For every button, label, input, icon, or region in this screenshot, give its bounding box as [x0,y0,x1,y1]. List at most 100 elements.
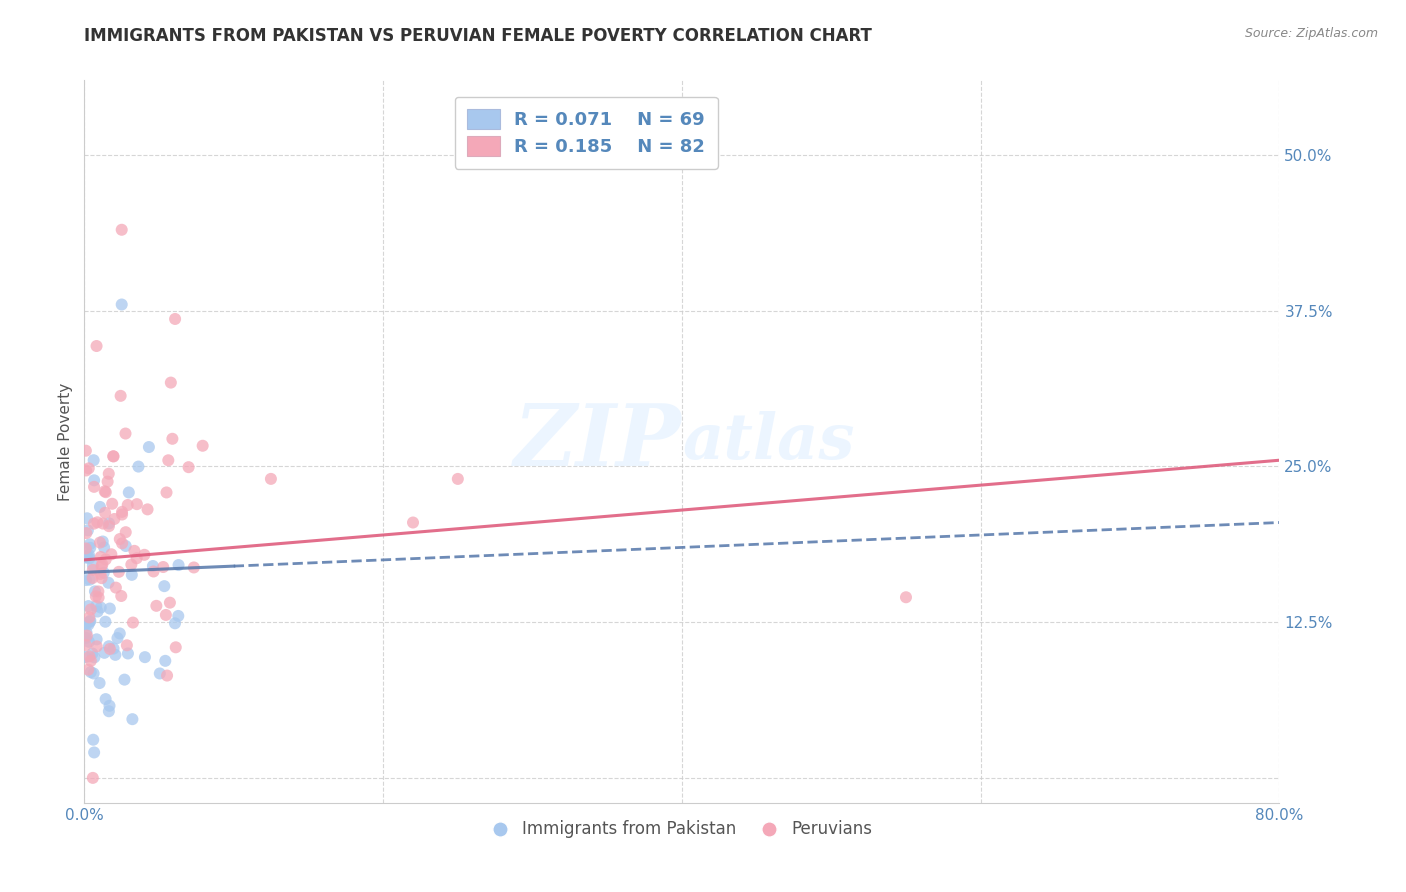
Point [94,485,117,500]
Point [115,638,138,652]
Point [76,511,98,525]
Point [82,647,104,661]
Point [103,512,125,526]
Point [120,558,142,572]
Point [77,617,100,632]
Point [82,571,104,585]
Point [89,676,111,690]
Point [98,698,121,713]
Point [94,552,117,566]
Point [101,449,124,463]
Point [75,550,97,565]
Point [90,549,112,564]
Point [87,584,110,599]
Point [127,459,149,474]
Point [83,480,105,494]
Point [157,453,180,467]
Point [79,615,101,629]
Point [104,581,127,595]
Point [98,516,121,531]
Point [153,579,176,593]
Point [79,541,101,555]
Point [87,591,110,605]
Point [191,439,214,453]
Point [111,297,134,311]
Point [75,625,97,640]
Point [82,558,104,573]
Point [82,771,104,785]
Point [134,650,156,665]
Point [111,536,134,550]
Point [77,610,100,624]
Point [160,376,183,390]
Point [136,502,159,516]
Point [167,558,190,572]
Point [82,563,104,577]
Point [83,453,105,467]
Point [138,440,160,454]
Point [75,616,97,631]
Point [108,565,131,579]
Point [121,567,143,582]
Point [101,497,124,511]
Point [98,601,121,615]
Point [152,560,174,574]
Point [894,591,917,605]
Point [93,541,115,555]
Point [86,605,108,619]
Point [93,646,115,660]
Point [89,500,111,514]
Point [83,516,105,531]
Point [97,519,120,533]
Point [134,548,156,562]
Point [104,648,127,662]
Point [122,615,145,630]
Point [149,666,172,681]
Point [114,539,136,553]
Point [83,650,105,665]
Point [93,484,115,499]
Point [75,573,97,587]
Point [77,599,100,613]
Point [77,548,100,562]
Point [90,559,112,574]
Point [86,632,108,647]
Point [80,654,103,668]
Point [125,551,148,566]
Point [86,339,108,353]
Point [124,544,146,558]
Point [111,505,134,519]
Point [156,668,179,682]
Point [155,654,177,668]
Point [165,312,187,326]
Point [94,506,117,520]
Point [114,525,136,540]
Text: ZIP: ZIP [515,400,682,483]
Point [84,599,107,613]
Point [142,559,165,574]
Point [117,498,139,512]
Y-axis label: Female Poverty: Female Poverty [58,383,73,500]
Point [89,535,111,549]
Point [114,426,136,441]
Point [111,508,134,522]
Point [77,461,100,475]
Point [167,609,190,624]
Point [155,607,177,622]
Point [91,558,114,572]
Point [79,573,101,587]
Point [80,602,103,616]
Point [107,631,129,645]
Point [75,463,97,477]
Point [83,746,105,760]
Point [75,526,97,541]
Point [165,640,187,655]
Point [91,516,114,531]
Point [98,642,121,657]
Point [121,712,143,726]
Point [163,616,186,631]
Point [86,516,108,530]
Point [177,460,200,475]
Legend: Immigrants from Pakistan, Peruvians: Immigrants from Pakistan, Peruvians [485,814,879,845]
Point [97,467,120,481]
